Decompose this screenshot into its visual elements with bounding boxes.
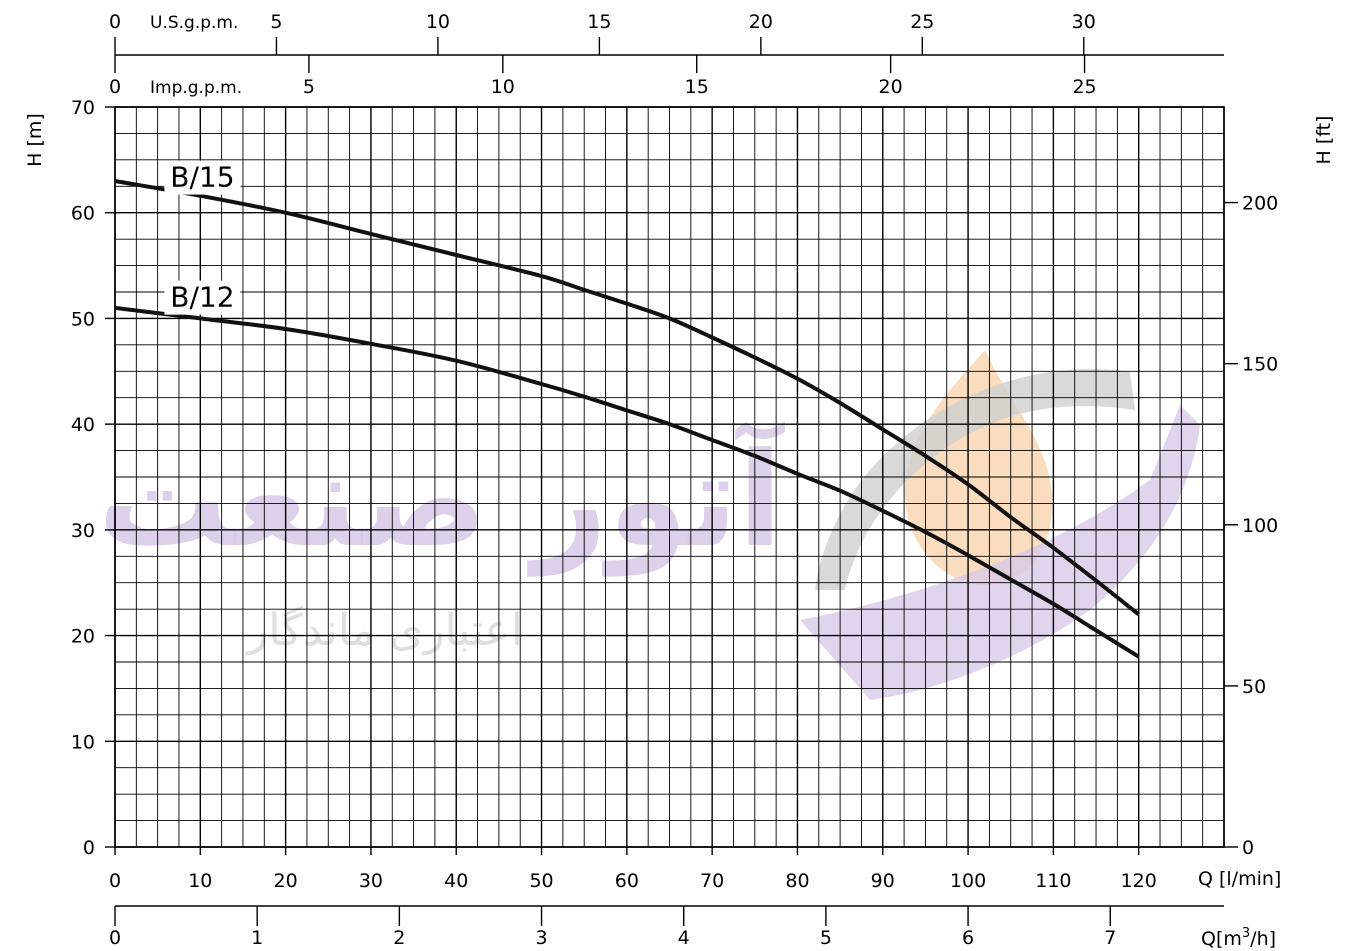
chart-grid xyxy=(114,106,1225,848)
x-tick-label-lmin: 90 xyxy=(871,870,895,892)
x-tick-label-lmin: 80 xyxy=(785,870,809,892)
us-gpm-axis-label: U.S.g.p.m. xyxy=(150,13,238,33)
imp-gpm-tick-label: 20 xyxy=(879,76,903,98)
y-tick-label-ft: 150 xyxy=(1242,354,1278,376)
x-tick-label-lmin: 100 xyxy=(950,870,986,892)
imp-gpm-tick-label: 10 xyxy=(491,76,515,98)
chart-axes xyxy=(114,54,1225,907)
x-tick-label-lmin: 0 xyxy=(109,870,121,892)
series-label-bg xyxy=(164,160,241,195)
x-axis-label-lmin: Q [l/min] xyxy=(1198,868,1281,890)
x-tick-label-m3h: 5 xyxy=(820,927,832,949)
watermark-swoosh-gray xyxy=(815,368,1135,590)
x-tick-label-lmin: 50 xyxy=(529,870,553,892)
x-tick-label-lmin: 70 xyxy=(700,870,724,892)
y-tick-label-ft: 0 xyxy=(1242,837,1254,859)
x-tick-label-m3h: 2 xyxy=(393,927,405,949)
us-gpm-tick-label: 0 xyxy=(109,11,121,33)
m3h-label-suffix: /h] xyxy=(1250,928,1276,950)
y-tick-label-m: 60 xyxy=(71,203,95,225)
plot-border xyxy=(114,106,1225,848)
y-tick-label-m: 70 xyxy=(71,97,95,119)
x-tick-label-lmin: 10 xyxy=(188,870,212,892)
y-axis-label-right: H [ft] xyxy=(1313,116,1335,165)
x-tick-label-lmin: 20 xyxy=(274,870,298,892)
y-tick-label-m: 50 xyxy=(71,308,95,330)
y-tick-label-ft: 100 xyxy=(1242,515,1278,537)
y-tick-label-ft: 200 xyxy=(1242,193,1278,215)
watermark-swoosh-purple xyxy=(800,405,1200,700)
x-tick-label-lmin: 40 xyxy=(444,870,468,892)
series-line-b-15 xyxy=(114,179,1140,616)
x-tick-label-m3h: 0 xyxy=(109,927,121,949)
us-gpm-tick-label: 25 xyxy=(910,11,934,33)
series-label-b-15: B/15 xyxy=(170,161,234,194)
m3h-label-prefix: Q[m xyxy=(1201,928,1242,950)
x-tick-label-lmin: 110 xyxy=(1035,870,1071,892)
series-line-b-12 xyxy=(114,305,1140,659)
y-tick-label-m: 40 xyxy=(71,414,95,436)
x-tick-label-m3h: 4 xyxy=(678,927,690,949)
series-label-bg xyxy=(164,280,241,315)
us-gpm-tick-label: 30 xyxy=(1072,11,1096,33)
x-tick-label-m3h: 7 xyxy=(1104,927,1116,949)
imp-gpm-tick-label: 25 xyxy=(1072,76,1096,98)
x-tick-label-m3h: 3 xyxy=(535,927,547,949)
imp-gpm-tick-label: 15 xyxy=(685,76,709,98)
x-tick-label-lmin: 60 xyxy=(615,870,639,892)
x-tick-label-m3h: 1 xyxy=(251,927,263,949)
us-gpm-tick-label: 20 xyxy=(749,11,773,33)
watermark-tagline-text: اعتباری ماندگار xyxy=(245,605,523,656)
y-tick-label-m: 0 xyxy=(83,837,95,859)
us-gpm-tick-label: 5 xyxy=(270,11,282,33)
imp-gpm-axis-label: Imp.g.p.m. xyxy=(150,78,242,98)
us-gpm-tick-label: 10 xyxy=(426,11,450,33)
x-tick-label-lmin: 120 xyxy=(1121,870,1157,892)
x-tick-label-m3h: 6 xyxy=(962,927,974,949)
series-label-b-12: B/12 xyxy=(170,281,234,314)
watermark-brand-text: آتور صنعت xyxy=(98,420,786,577)
us-gpm-tick-label: 15 xyxy=(587,11,611,33)
y-tick-label-ft: 50 xyxy=(1242,676,1266,698)
y-tick-label-m: 30 xyxy=(71,520,95,542)
m3h-label-sup: 3 xyxy=(1242,926,1250,941)
y-axis-label-left: H [m] xyxy=(24,113,46,167)
watermark: آتور صنعت اعتباری ماندگار xyxy=(98,350,1200,700)
chart-curves: B/15 B/12 xyxy=(114,160,1140,659)
x-tick-label-lmin: 30 xyxy=(359,870,383,892)
imp-gpm-tick-label: 0 xyxy=(109,76,121,98)
y-tick-label-m: 10 xyxy=(71,731,95,753)
x-axis-label-m3h: Q[m3/h] xyxy=(1201,926,1276,950)
imp-gpm-tick-label: 5 xyxy=(303,76,315,98)
y-tick-label-m: 20 xyxy=(71,626,95,648)
